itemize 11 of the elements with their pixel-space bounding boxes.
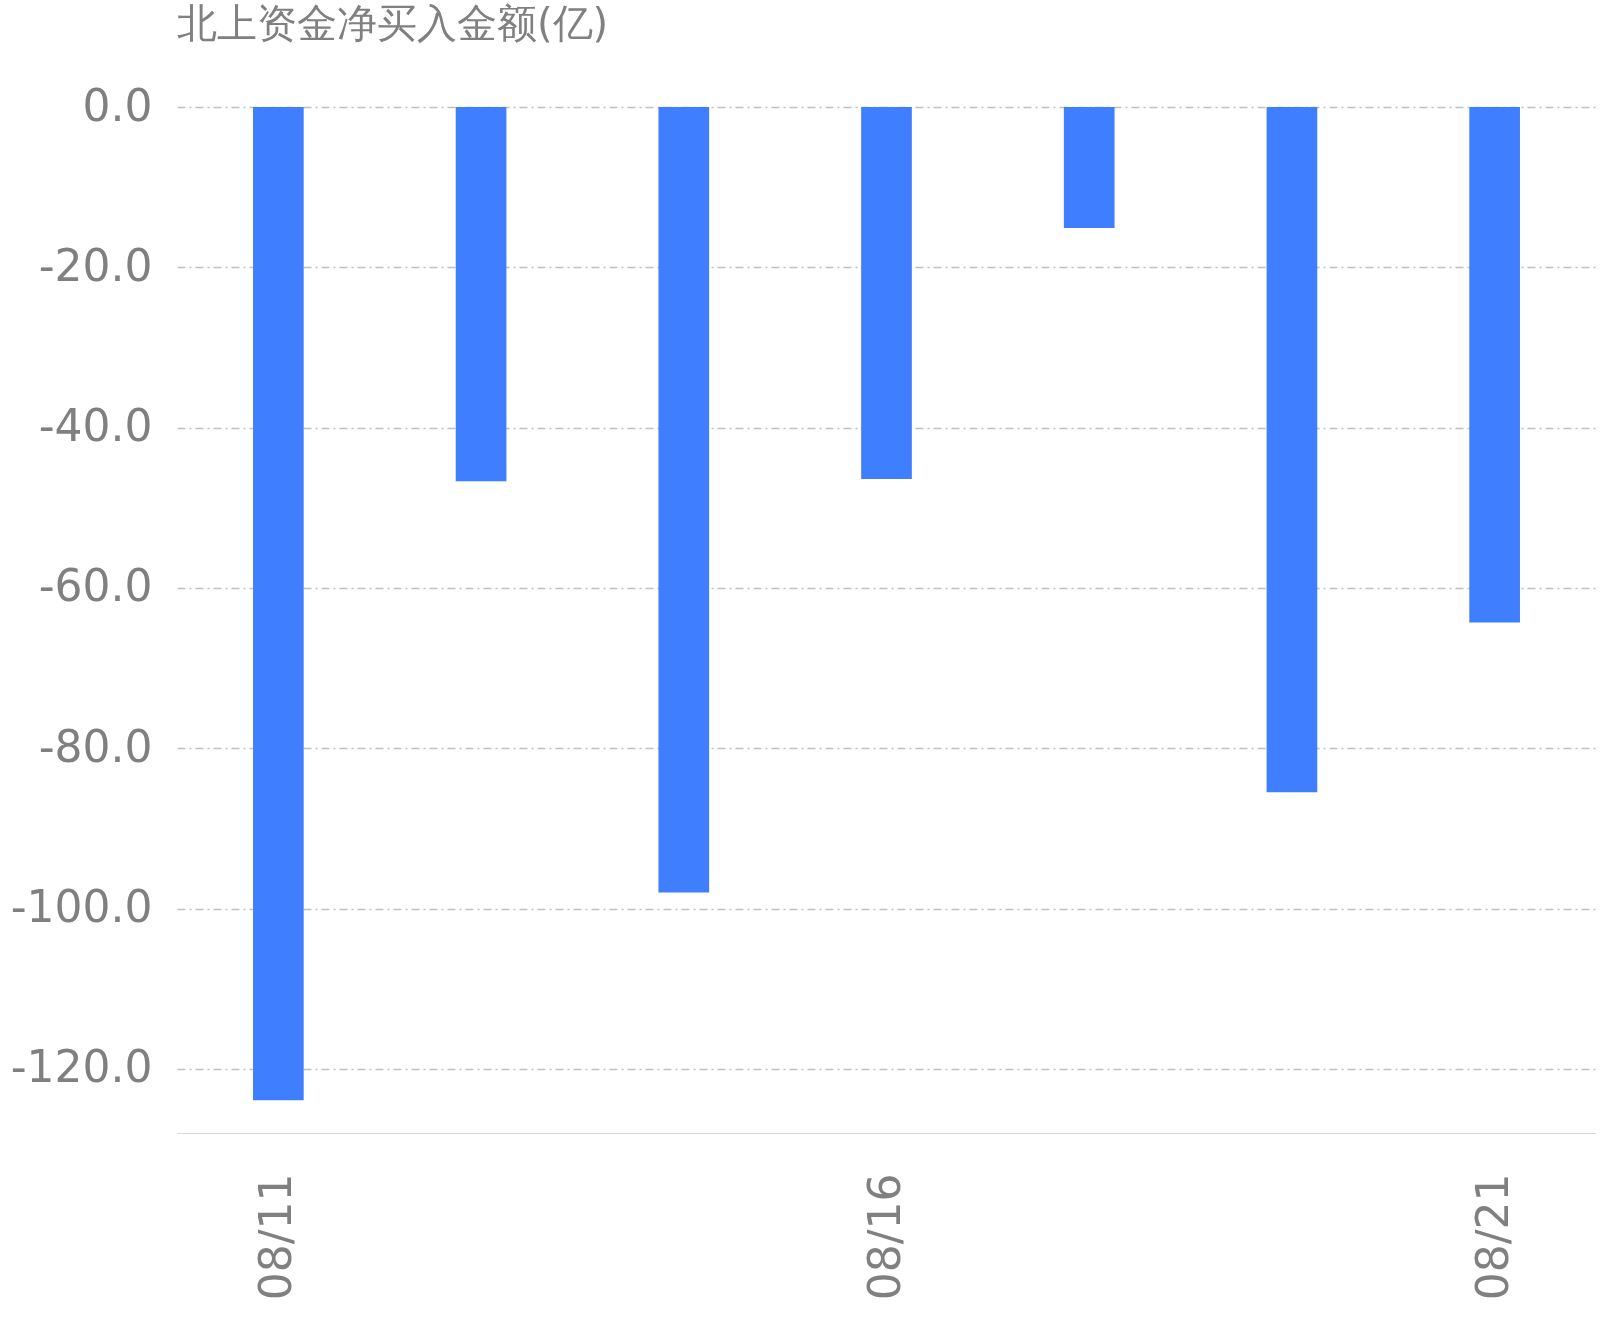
y-tick-label: -20.0: [38, 239, 153, 291]
x-tick-label: 08/21: [1466, 1173, 1518, 1301]
y-tick-label: -120.0: [10, 1041, 153, 1093]
y-tick-label: 0.0: [82, 79, 153, 131]
x-tick-label: 08/11: [250, 1173, 302, 1301]
y-tick-label: -80.0: [38, 720, 153, 772]
chart-title: 北上资金净买入金额(亿): [177, 0, 609, 46]
y-tick-label: -40.0: [38, 400, 153, 452]
y-tick-label: -100.0: [10, 881, 153, 933]
y-tick-label: -60.0: [38, 560, 153, 612]
x-tick-label: 08/16: [858, 1173, 910, 1301]
